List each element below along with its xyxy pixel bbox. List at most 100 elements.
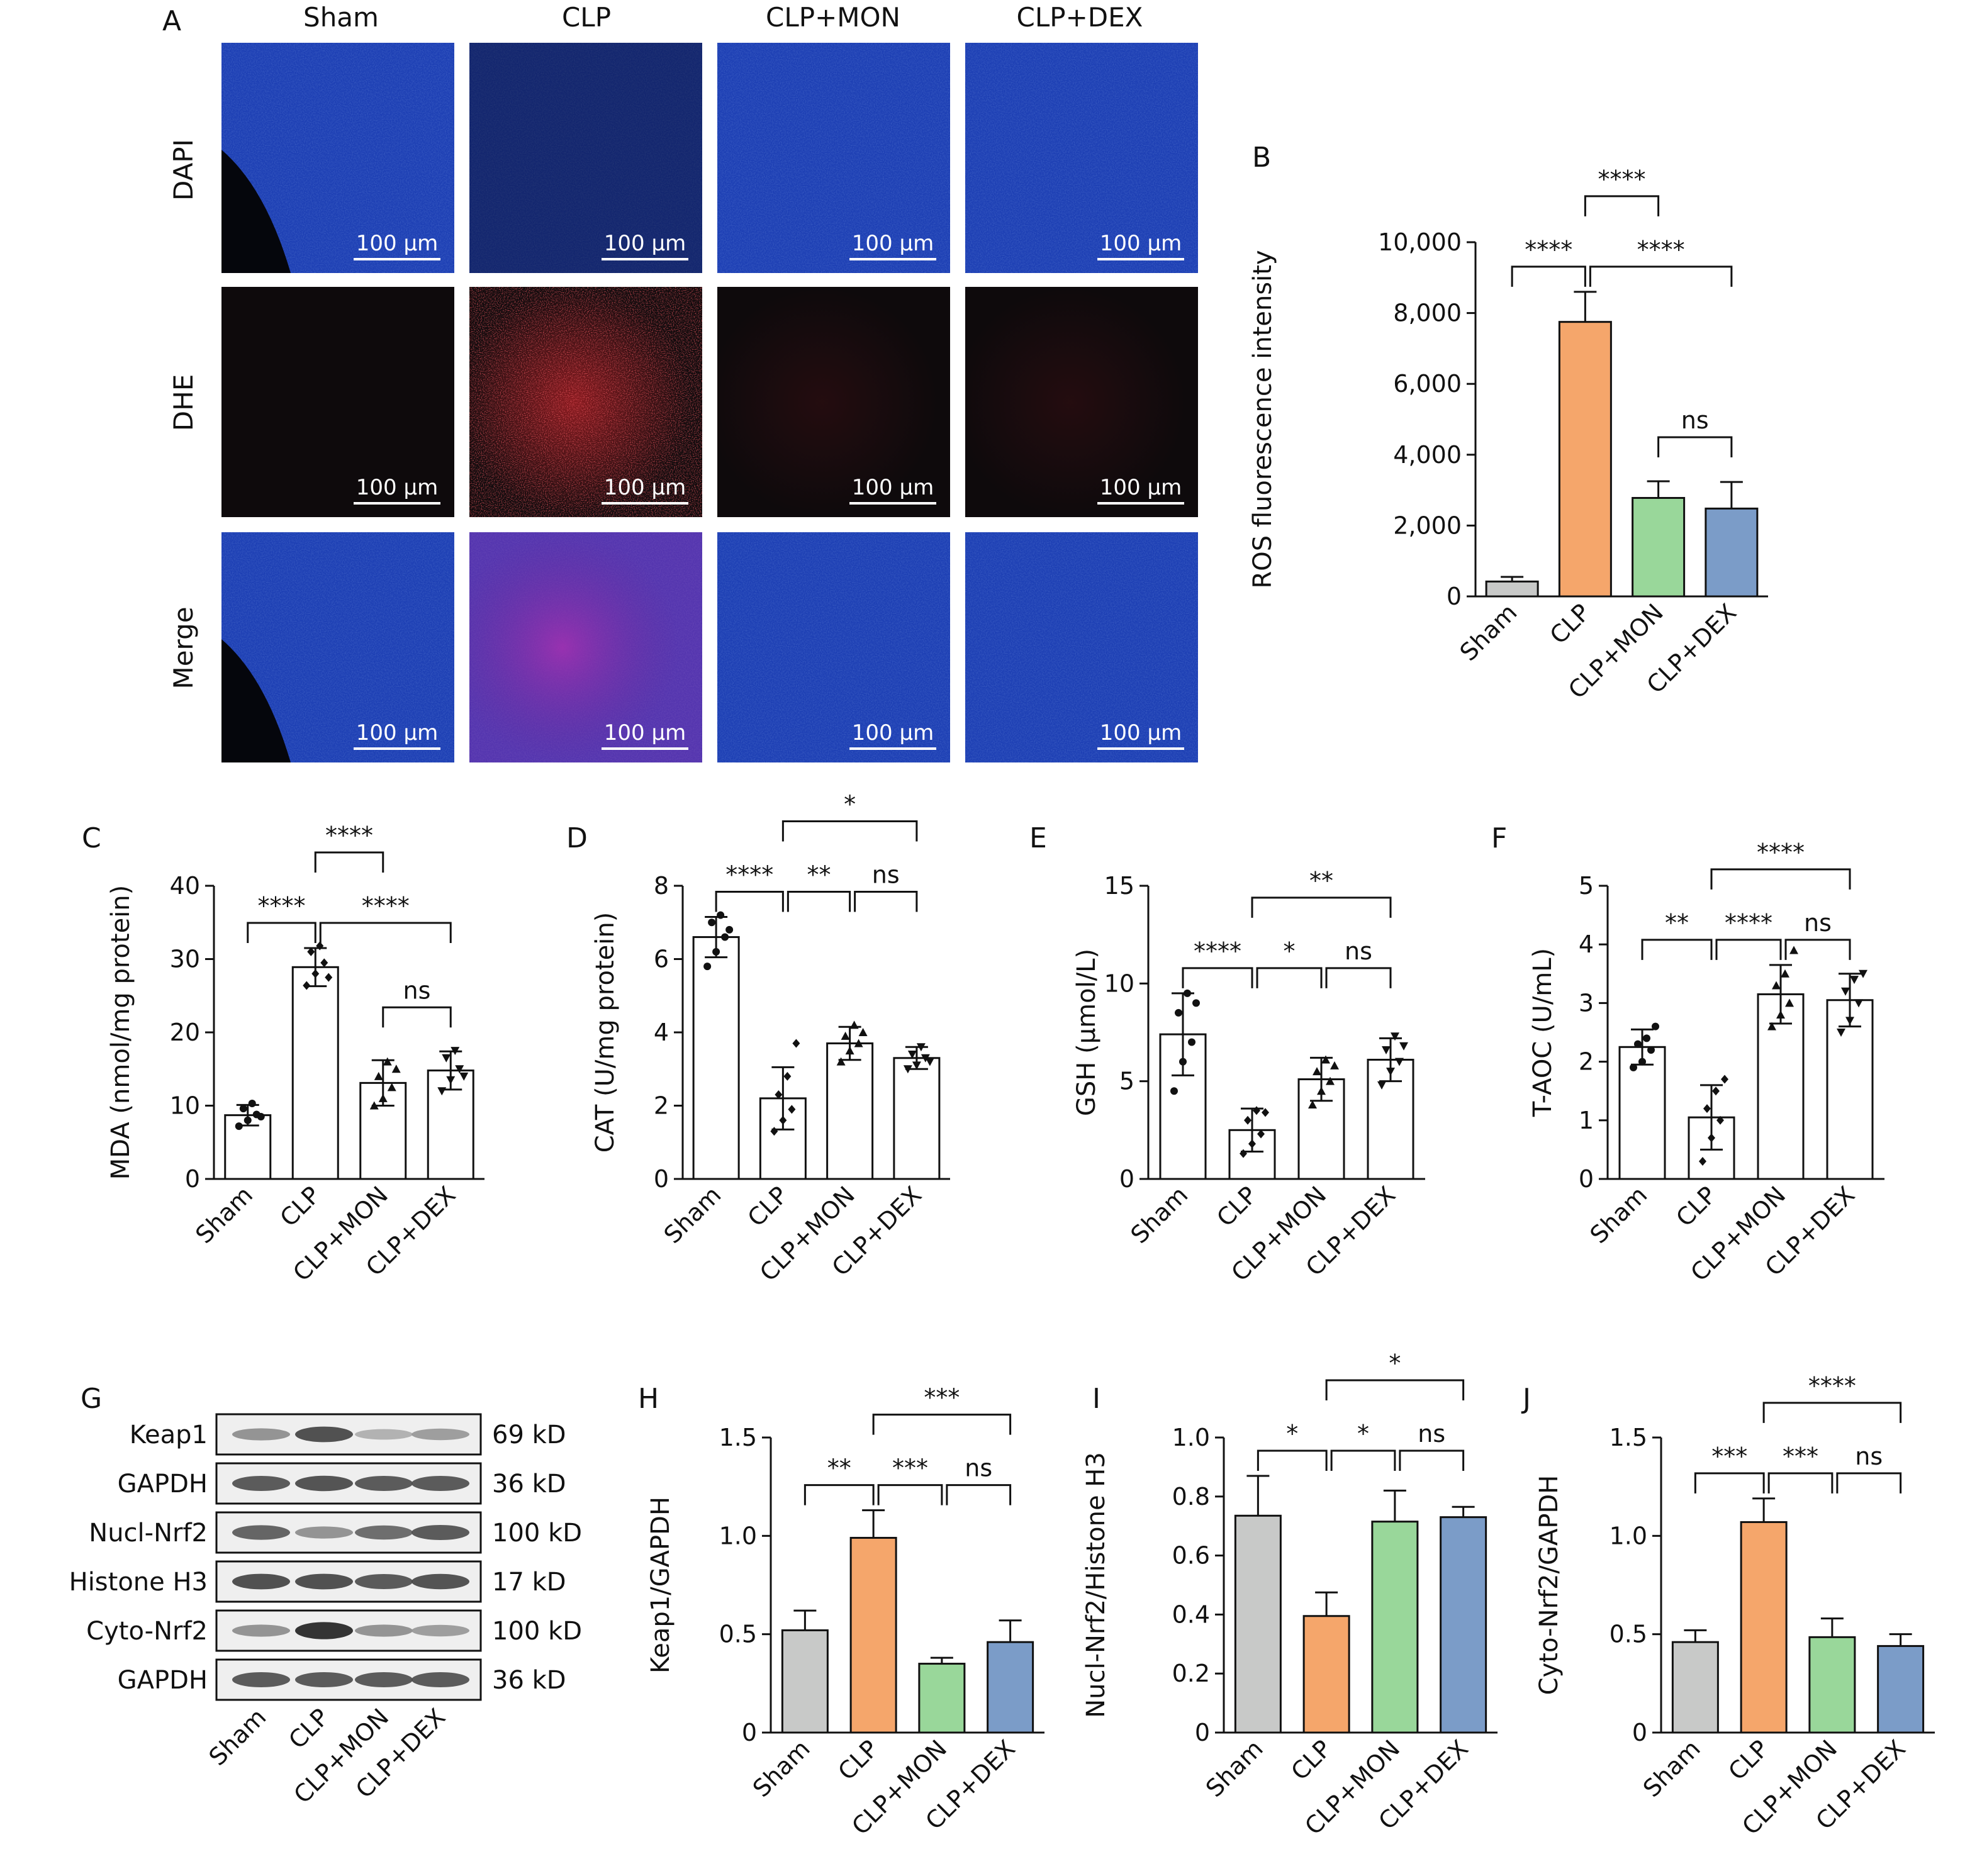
y-tick-label: 1.0 (719, 1522, 757, 1549)
y-tick-label: 0.5 (1610, 1621, 1647, 1648)
bar-clp-mon (826, 1042, 874, 1180)
data-point (712, 947, 720, 956)
y-tick-label: 40 (170, 872, 200, 900)
blot-band-clp-dex (412, 1624, 469, 1637)
data-point (1721, 1075, 1728, 1084)
panel-letter-g: G (81, 1383, 102, 1415)
data-point (1638, 1058, 1646, 1066)
y-tick-label: 1.5 (719, 1424, 757, 1451)
data-point (369, 1101, 379, 1110)
y-tick-label: 0.4 (1172, 1600, 1210, 1628)
blot-kd-label: 17 kD (492, 1568, 566, 1597)
data-point (1767, 1022, 1776, 1030)
y-tick-label: 0.6 (1172, 1542, 1210, 1570)
blot-kd-label: 36 kD (492, 1666, 566, 1695)
bar-clp-mon (918, 1663, 966, 1734)
significance-label: **** (1808, 1372, 1856, 1400)
data-point (783, 1071, 792, 1081)
significance-bracket: ns (1325, 937, 1392, 988)
row-label-dapi: DAPI (168, 139, 199, 201)
significance-bracket: *** (877, 1454, 943, 1505)
significance-label: * (1284, 937, 1296, 965)
data-point (1188, 1038, 1195, 1046)
significance-bracket: **** (1762, 1372, 1902, 1423)
data-point (442, 1054, 451, 1063)
data-point (1321, 1055, 1330, 1064)
x-tick-label-sham: Sham (1638, 1734, 1706, 1802)
blot-protein-label: GAPDH (118, 1470, 208, 1499)
significance-label: **** (1757, 839, 1805, 866)
data-point (770, 1127, 778, 1136)
bracket-line (1330, 1449, 1396, 1471)
data-point (248, 1100, 256, 1108)
significance-label: ns (965, 1454, 992, 1482)
data-point (792, 1039, 800, 1048)
y-tick-label: 4 (1579, 930, 1594, 958)
bar-sham (1234, 1514, 1282, 1734)
y-tick-label: 2 (1579, 1048, 1594, 1076)
data-point (1377, 1081, 1386, 1090)
data-point (303, 981, 311, 990)
bar-clp-dex (1826, 999, 1874, 1180)
blot-row-gapdh: GAPDH 36 kD (118, 1462, 566, 1505)
bar-clp-dex (1440, 1516, 1487, 1734)
y-tick-label: 1.5 (1610, 1424, 1647, 1451)
bracket-line (1589, 265, 1733, 287)
nuclei-texture (469, 43, 702, 273)
bar-sham (224, 1114, 272, 1180)
blot-band-clp-mon (355, 1624, 413, 1637)
y-tick-label: 10 (170, 1092, 200, 1120)
data-point (387, 1083, 396, 1092)
data-point (1643, 1034, 1650, 1042)
data-point (1253, 1106, 1260, 1115)
significance-bracket: *** (1767, 1443, 1834, 1494)
dim-overlay (469, 43, 702, 273)
blot-band-clp-dex (412, 1573, 469, 1590)
blot-band-clp (295, 1526, 353, 1539)
blot-band-clp-dex (412, 1428, 469, 1441)
blot-band-clp (295, 1672, 353, 1687)
micrograph-dhe-clp-dex: 100 μm (965, 287, 1198, 517)
y-tick-label: 3 (1579, 989, 1594, 1017)
blot-band-clp-mon (355, 1525, 413, 1540)
y-tick-label: 0 (1632, 1719, 1647, 1746)
y-tick-label: 5 (1579, 872, 1594, 900)
data-point (1184, 989, 1191, 997)
bracket-line (1511, 265, 1586, 287)
data-point (1859, 969, 1867, 978)
y-tick-label: 0 (1447, 583, 1462, 610)
significance-label: ns (403, 976, 431, 1004)
column-header-sham: Sham (303, 2, 379, 33)
data-point (1712, 1086, 1720, 1096)
blot-band-clp-dex (412, 1525, 469, 1540)
blot-band-sham (232, 1573, 290, 1590)
data-point (903, 1065, 912, 1074)
significance-label: *** (1711, 1443, 1747, 1470)
x-tick-label-clp: CLP (1671, 1181, 1722, 1232)
x-tick-label-sham: Sham (1455, 598, 1523, 666)
scale-bar-label: 100 μm (604, 475, 686, 500)
y-tick-label: 20 (170, 1019, 200, 1046)
data-point (907, 1050, 917, 1059)
data-point (1837, 1029, 1845, 1037)
x-tick-label-clp: CLP (275, 1181, 326, 1232)
data-point (1257, 1129, 1265, 1139)
bracket-line (781, 820, 918, 842)
data-point (1399, 1042, 1408, 1051)
data-point (446, 1076, 456, 1085)
y-axis-title: T-AOC (U/mL) (1528, 948, 1557, 1117)
micrograph-dapi-clp-dex: 100 μm (965, 43, 1198, 273)
data-point (459, 1072, 469, 1081)
panel-g-western-blot: G Keap1 69 kD GAPDH 36 kD Nucl-Nrf2 100 kD His… (69, 1383, 582, 1809)
data-point (1781, 969, 1789, 978)
data-point (451, 1047, 460, 1056)
data-point (455, 1065, 464, 1074)
significance-label: **** (325, 822, 373, 849)
bar-clp-dex (1877, 1644, 1925, 1734)
significance-label: ns (1681, 406, 1709, 434)
bracket-line (1657, 436, 1733, 458)
y-tick-label: 30 (170, 946, 200, 973)
data-point (437, 1087, 447, 1096)
